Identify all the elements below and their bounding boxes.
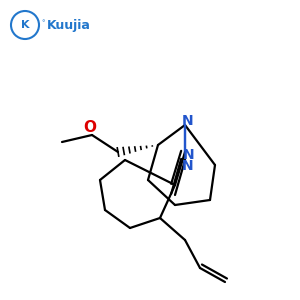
Text: K: K [21, 20, 29, 30]
Text: O: O [83, 119, 97, 134]
Text: N: N [183, 148, 195, 162]
Text: N: N [182, 159, 194, 173]
Text: N: N [182, 114, 194, 128]
Text: Kuujia: Kuujia [47, 19, 91, 32]
Text: °: ° [41, 20, 44, 26]
